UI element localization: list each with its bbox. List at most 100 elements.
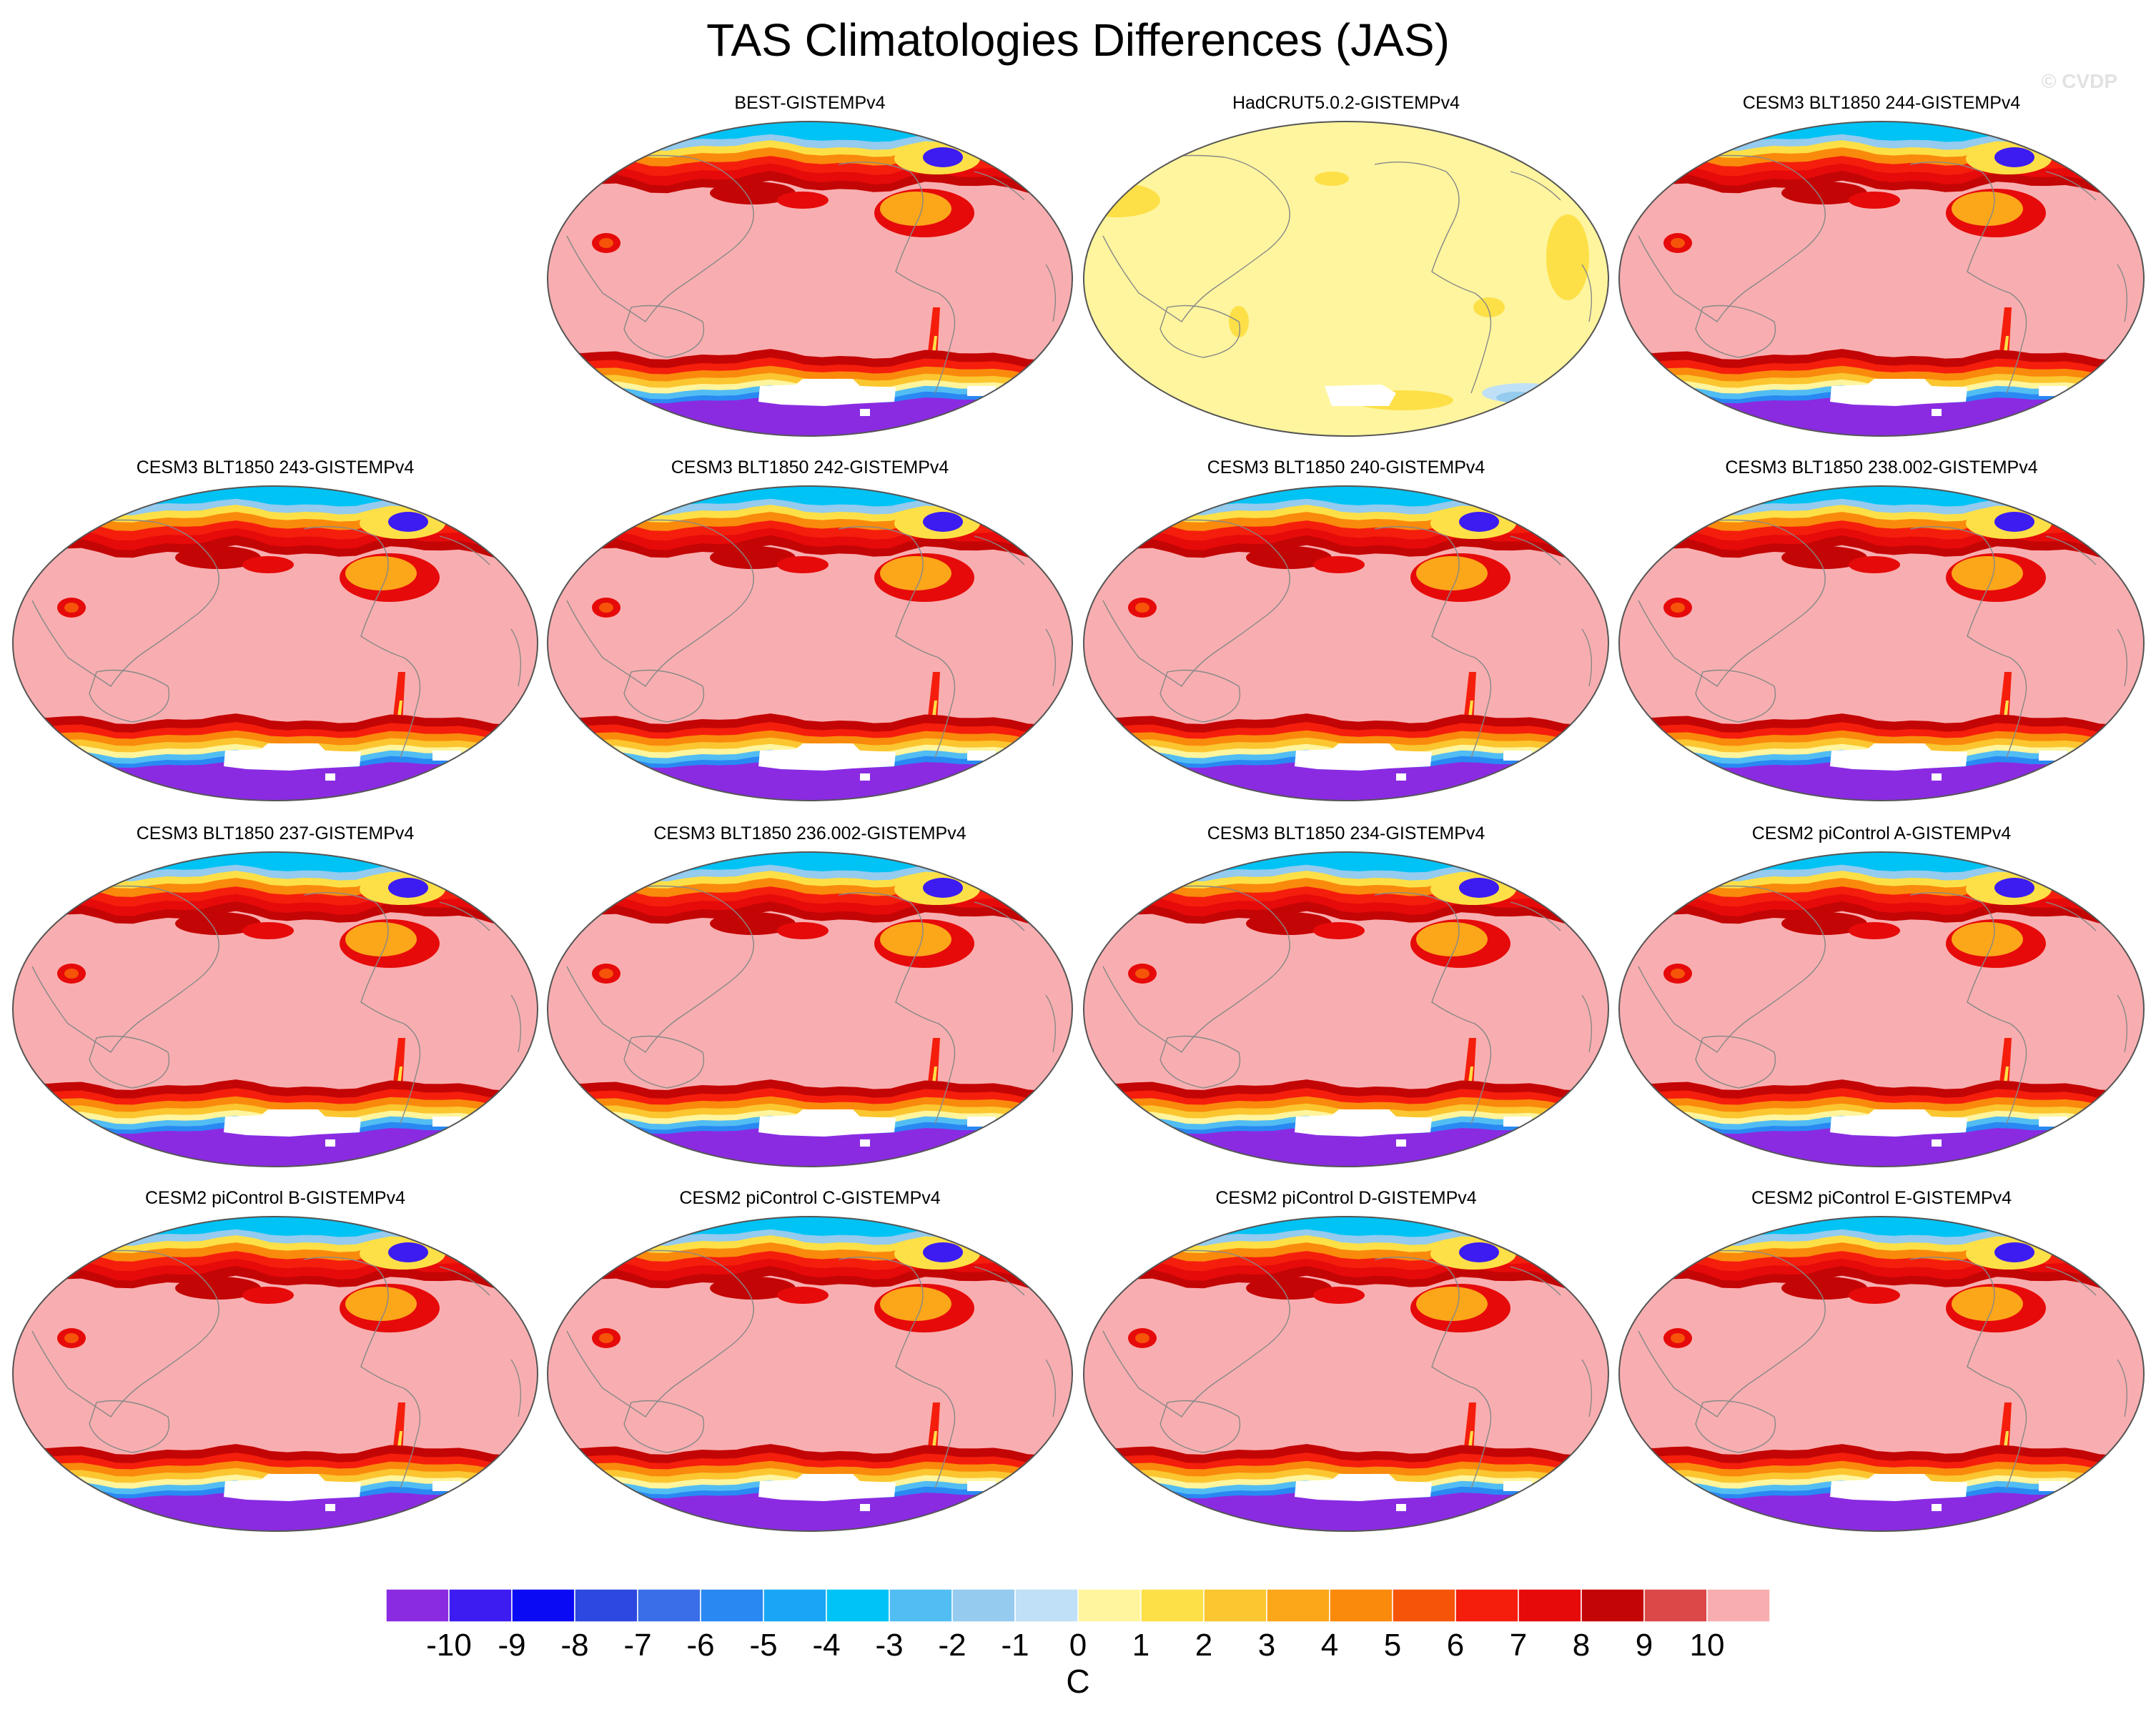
cvdp-watermark: © CVDP xyxy=(2042,70,2117,92)
map-border xyxy=(1083,485,1609,801)
map-field xyxy=(13,852,538,1167)
map-panel: CESM3 BLT1850 237-GISTEMPv4 xyxy=(12,823,538,1167)
map-panel: CESM3 BLT1850 240-GISTEMPv4 xyxy=(1083,457,1609,801)
colorbar-box xyxy=(1077,1588,1142,1623)
colorbar-box xyxy=(889,1588,953,1623)
colorbar-tick-label: -6 xyxy=(686,1628,714,1663)
map-panel: CESM3 BLT1850 243-GISTEMPv4 xyxy=(12,457,538,801)
map-field xyxy=(1084,122,1608,436)
panel-title: CESM3 BLT1850 237-GISTEMPv4 xyxy=(137,823,415,843)
colorbar-box xyxy=(511,1588,575,1623)
map-panel: CESM2 piControl C-GISTEMPv4 xyxy=(547,1188,1073,1532)
colorbar-box xyxy=(1643,1588,1708,1623)
map-field xyxy=(1084,1217,1608,1531)
panel-title: CESM2 piControl B-GISTEMPv4 xyxy=(145,1188,405,1208)
map-border xyxy=(547,851,1073,1167)
colorbar-box xyxy=(637,1588,701,1623)
map-field xyxy=(1619,122,2144,436)
panel-title: BEST-GISTEMPv4 xyxy=(734,93,885,113)
colorbar-tick-label: 0 xyxy=(1069,1628,1087,1663)
colorbar-tick-label: 9 xyxy=(1636,1628,1653,1663)
map-panel: CESM3 BLT1850 236.002-GISTEMPv4 xyxy=(547,823,1073,1167)
panel-title: CESM3 BLT1850 240-GISTEMPv4 xyxy=(1207,457,1485,478)
map-panels: BEST-GISTEMPv4 HadCRUT5.0.2-GISTEMPv4 CESM… xyxy=(12,93,2145,1532)
panel-title: CESM2 piControl A-GISTEMPv4 xyxy=(1752,823,2012,843)
map-field xyxy=(1084,486,1608,801)
colorbar-box xyxy=(1455,1588,1519,1623)
map-panel: CESM2 piControl B-GISTEMPv4 xyxy=(12,1188,538,1532)
colorbar-tick-label: -3 xyxy=(875,1628,903,1663)
colorbar-tick-label: -9 xyxy=(498,1628,525,1663)
colorbar-tick-label: -10 xyxy=(426,1628,472,1663)
panel-title: CESM3 BLT1850 243-GISTEMPv4 xyxy=(137,457,415,478)
colorbar-box xyxy=(1266,1588,1330,1623)
colorbar-tick-label: -5 xyxy=(749,1628,777,1663)
colorbar-tick-label: 2 xyxy=(1195,1628,1212,1663)
map-panel: CESM3 BLT1850 244-GISTEMPv4 xyxy=(1618,93,2145,437)
colorbar-box xyxy=(574,1588,638,1623)
map-border xyxy=(1083,121,1609,437)
panel-title: CESM3 BLT1850 244-GISTEMPv4 xyxy=(1743,93,2021,113)
panel-title: HadCRUT5.0.2-GISTEMPv4 xyxy=(1232,93,1460,113)
colorbar: -10 -9 -8 -7 -6 -5 -4 -3 -2 -1 0 1 2 3 4 5 6 7 8 9 10C xyxy=(385,1588,1771,1700)
map-field xyxy=(13,486,538,801)
map-border xyxy=(547,121,1073,437)
panel-title: CESM2 piControl D-GISTEMPv4 xyxy=(1215,1188,1476,1208)
map-field xyxy=(1619,1217,2144,1531)
map-field xyxy=(1084,852,1608,1167)
panel-title: CESM3 BLT1850 236.002-GISTEMPv4 xyxy=(653,823,966,843)
colorbar-tick-label: 5 xyxy=(1384,1628,1401,1663)
map-panel: CESM2 piControl D-GISTEMPv4 xyxy=(1083,1188,1609,1532)
panel-title: CESM3 BLT1850 234-GISTEMPv4 xyxy=(1207,823,1485,843)
map-border xyxy=(12,1216,538,1532)
colorbar-tick-label: -4 xyxy=(812,1628,840,1663)
map-border xyxy=(1083,851,1609,1167)
map-field xyxy=(13,1217,538,1531)
colorbar-tick-label: -8 xyxy=(560,1628,588,1663)
panel-title: CESM2 piControl E-GISTEMPv4 xyxy=(1751,1188,2012,1208)
colorbar-box xyxy=(1140,1588,1205,1623)
map-border xyxy=(1083,1216,1609,1532)
colorbar-tick-label: 6 xyxy=(1447,1628,1464,1663)
colorbar-units-label: C xyxy=(1066,1663,1089,1700)
colorbar-box xyxy=(385,1588,450,1623)
colorbar-tick-label: 1 xyxy=(1132,1628,1149,1663)
map-field xyxy=(548,852,1072,1167)
colorbar-box xyxy=(1518,1588,1582,1623)
colorbar-box xyxy=(1581,1588,1645,1623)
map-field xyxy=(1619,852,2144,1167)
colorbar-box xyxy=(1706,1588,1771,1623)
panel-title: CESM2 piControl C-GISTEMPv4 xyxy=(679,1188,940,1208)
colorbar-box xyxy=(1392,1588,1456,1623)
panel-title: CESM3 BLT1850 238.002-GISTEMPv4 xyxy=(1725,457,2037,478)
colorbar-tick-label: -7 xyxy=(623,1628,651,1663)
map-panel: CESM2 piControl E-GISTEMPv4 xyxy=(1618,1188,2145,1532)
panel-title: CESM3 BLT1850 242-GISTEMPv4 xyxy=(671,457,949,478)
map-panel: CESM3 BLT1850 234-GISTEMPv4 xyxy=(1083,823,1609,1167)
colorbar-tick-label: 7 xyxy=(1510,1628,1527,1663)
colorbar-box xyxy=(1203,1588,1267,1623)
figure-title: TAS Climatologies Differences (JAS) xyxy=(706,14,1450,66)
colorbar-box xyxy=(763,1588,827,1623)
map-border xyxy=(547,485,1073,801)
map-border xyxy=(1618,121,2145,437)
map-panel: BEST-GISTEMPv4 xyxy=(547,93,1073,437)
colorbar-box xyxy=(700,1588,764,1623)
colorbar-tick-label: -1 xyxy=(1001,1628,1029,1663)
map-border xyxy=(1618,485,2145,801)
map-panel: CESM3 BLT1850 242-GISTEMPv4 xyxy=(547,457,1073,801)
map-panel: HadCRUT5.0.2-GISTEMPv4 xyxy=(1083,93,1609,437)
map-panel: CESM3 BLT1850 238.002-GISTEMPv4 xyxy=(1618,457,2145,801)
map-border xyxy=(547,1216,1073,1532)
map-border xyxy=(1618,1216,2145,1532)
map-border xyxy=(12,851,538,1167)
colorbar-box xyxy=(1014,1588,1079,1623)
colorbar-tick-label: 3 xyxy=(1258,1628,1275,1663)
colorbar-box xyxy=(826,1588,890,1623)
colorbar-tick-label: 10 xyxy=(1690,1628,1725,1663)
map-border xyxy=(1618,851,2145,1167)
map-border xyxy=(12,485,538,801)
colorbar-tick-label: 4 xyxy=(1321,1628,1338,1663)
map-field xyxy=(548,1217,1072,1531)
